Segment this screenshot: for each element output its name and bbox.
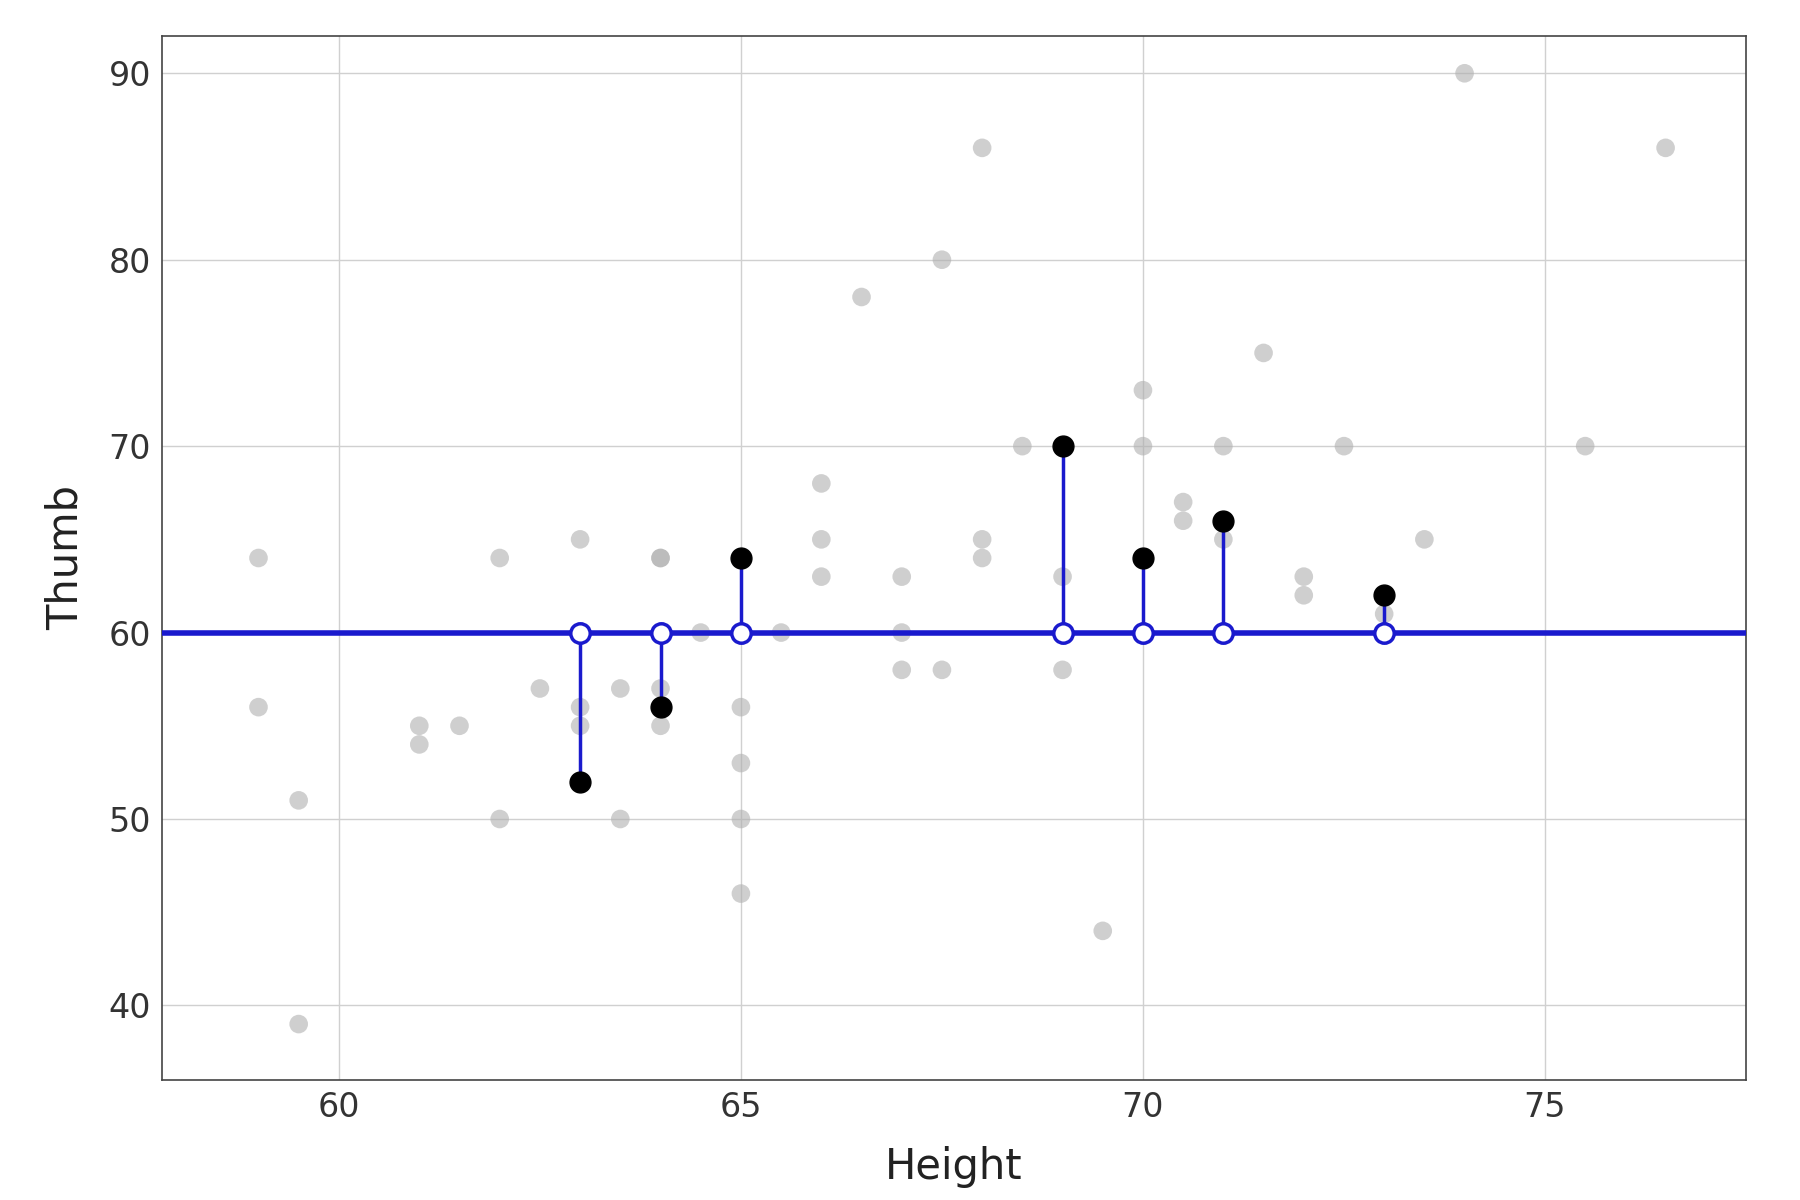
Point [806,568,835,587]
Point [1048,660,1076,679]
X-axis label: Height: Height [886,1146,1022,1188]
Point [968,529,997,548]
Point [727,754,756,773]
Point [565,716,594,736]
Point [727,697,756,716]
Point [1210,437,1238,456]
Point [968,548,997,568]
Point [284,1014,313,1033]
Point [1129,380,1157,400]
Point [405,716,434,736]
Point [1289,568,1318,587]
Point [1370,605,1399,624]
Point [646,716,675,736]
Point [1129,437,1157,456]
Point [848,287,877,306]
Point [245,697,274,716]
Point [806,474,835,493]
Point [727,809,756,828]
Point [646,548,675,568]
Point [1571,437,1600,456]
Y-axis label: Thumb: Thumb [45,486,86,630]
Point [686,623,715,642]
Point [526,679,554,698]
Point [1249,343,1278,362]
Point [646,548,675,568]
Point [767,623,796,642]
Point [968,138,997,157]
Point [1089,922,1118,941]
Point [245,548,274,568]
Point [1289,586,1318,605]
Point [887,660,916,679]
Point [445,716,473,736]
Point [1451,64,1480,83]
Point [646,679,675,698]
Point [727,884,756,904]
Point [806,529,835,548]
Point [1370,586,1399,605]
Point [284,791,313,810]
Point [1330,437,1359,456]
Point [927,660,956,679]
Point [1168,492,1197,511]
Point [1048,623,1076,642]
Point [1008,437,1037,456]
Point [1651,138,1679,157]
Point [1409,529,1438,548]
Point [607,809,635,828]
Point [927,250,956,269]
Point [887,623,916,642]
Point [405,734,434,754]
Point [565,697,594,716]
Point [1168,511,1197,530]
Point [565,529,594,548]
Point [486,809,515,828]
Point [486,548,515,568]
Point [607,679,635,698]
Point [1048,568,1076,587]
Point [1210,529,1238,548]
Point [887,568,916,587]
Point [565,772,594,791]
